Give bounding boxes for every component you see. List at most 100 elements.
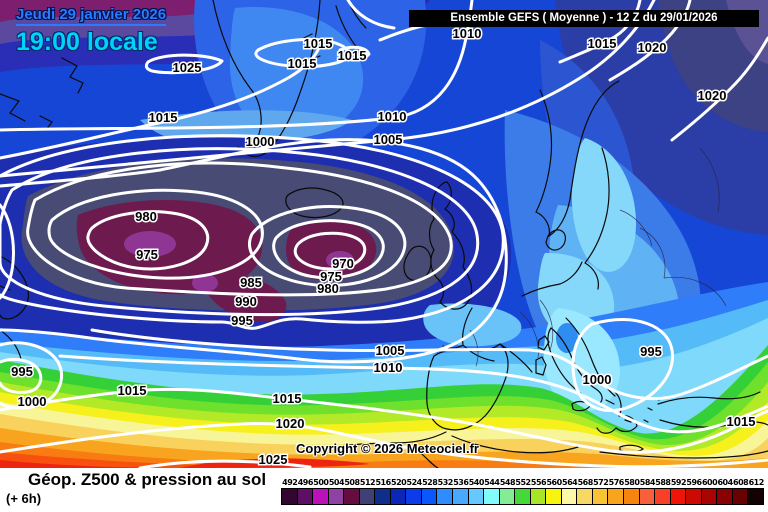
isobar-value-label: 1025: [259, 452, 288, 467]
copyright-label: Copyright © 2026 Meteociel.fr: [296, 441, 479, 456]
legend-value: 560: [546, 478, 562, 487]
legend-cell: 612: [747, 477, 765, 505]
legend-value: 500: [313, 478, 329, 487]
legend-cell: 524: [405, 477, 423, 505]
legend-value: 516: [375, 478, 391, 487]
legend-swatch: [343, 488, 360, 505]
legend-swatch: [654, 488, 671, 505]
legend-cell: 504: [327, 477, 345, 505]
legend-swatch: [607, 488, 625, 505]
isobar-value-label: 995: [231, 313, 253, 328]
isobar-value-label: 1010: [378, 109, 407, 124]
legend-swatch: [498, 488, 516, 505]
legend-swatch: [716, 488, 733, 505]
legend-cell: 496: [296, 477, 314, 505]
legend-swatch: [638, 488, 656, 505]
legend-swatch: [467, 488, 485, 505]
weather-map: 9809759859909959709759801025101510151015…: [0, 0, 768, 468]
legend-value: 592: [670, 478, 687, 487]
legend-swatch: [436, 488, 454, 505]
legend-value: 524: [406, 478, 423, 487]
legend-value: 536: [453, 478, 469, 487]
legend-value: 520: [391, 478, 407, 487]
isobar-value-label: 1015: [338, 48, 367, 63]
legend-cell: 608: [731, 477, 749, 505]
legend-swatch: [669, 488, 687, 505]
legend-cell: 556: [529, 477, 547, 505]
legend-cell: 540: [467, 477, 485, 505]
legend-value: 552: [515, 478, 531, 487]
isobar-value-label: 1015: [588, 36, 617, 51]
isobar-value-label: 1000: [246, 134, 275, 149]
isobar-value-label: 1005: [374, 132, 403, 147]
isobar-labels: 9809759859909959709759801025101510151015…: [10, 25, 757, 469]
legend-value: 584: [639, 478, 656, 487]
isobar-value-label: 1010: [453, 26, 482, 41]
legend-swatch: [483, 488, 500, 505]
legend-swatch: [731, 488, 749, 505]
isobar-value-label: 1000: [18, 394, 47, 409]
isobar-value-label: 1015: [118, 383, 147, 398]
datetime-block: Jeudi 29 janvier 2026 19:00 locale: [16, 6, 167, 57]
forecast-step: (+ 6h): [6, 491, 42, 506]
legend-swatch: [560, 488, 578, 505]
isobar-value-label: 970: [332, 256, 354, 271]
isobar-value-label: 1015: [288, 56, 317, 71]
isobar-value-label: 1015: [273, 391, 302, 406]
legend-value: 512: [359, 478, 376, 487]
legend-value: 556: [530, 478, 547, 487]
legend-cell: 580: [623, 477, 640, 505]
legend-colorbar: 492 496 500 504 508 512 516 520 524 528 532 536 540 5…: [281, 477, 765, 505]
legend-value: 540: [468, 478, 485, 487]
legend-cell: 564: [560, 477, 578, 505]
legend-value: 496: [297, 478, 314, 487]
border-lines: [469, 147, 727, 367]
isobar-value-label: 975: [136, 247, 158, 262]
isobar-value-label: 990: [235, 294, 257, 309]
legend-value: 612: [748, 478, 765, 487]
isobar-value-label: 1010: [374, 360, 403, 375]
legend-cell: 596: [685, 477, 702, 505]
isobar-value-label: 980: [317, 281, 339, 296]
legend-swatch: [420, 488, 438, 505]
legend-cell: 528: [420, 477, 438, 505]
legend-value: 600: [701, 478, 718, 487]
isobar-value-label: 985: [240, 275, 262, 290]
legend-cell: 532: [436, 477, 454, 505]
legend-swatch: [700, 488, 718, 505]
legend-swatch: [296, 488, 314, 505]
legend-value: 576: [608, 478, 625, 487]
footer-strip: Géop. Z500 & pression au sol (+ 6h) 492 4…: [0, 468, 768, 512]
isobar-value-label: 995: [11, 364, 33, 379]
isobar-value-label: 1015: [727, 414, 756, 429]
legend-swatch: [312, 488, 329, 505]
legend-value: 608: [733, 478, 749, 487]
legend-value: 568: [577, 478, 594, 487]
legend-swatch: [747, 488, 764, 505]
legend-cell: 492: [281, 477, 298, 505]
legend-cell: 500: [312, 477, 329, 505]
isobar-value-label: 1015: [304, 36, 333, 51]
legend-swatch: [405, 488, 422, 505]
legend-cell: 576: [607, 477, 625, 505]
legend-swatch: [545, 488, 562, 505]
isobar-value-label: 1000: [583, 372, 612, 387]
geopotential-field: [0, 0, 768, 468]
legend-cell: 512: [358, 477, 376, 505]
legend-swatch: [374, 488, 391, 505]
legend-cell: 508: [343, 477, 360, 505]
isobar-value-label: 1015: [149, 110, 178, 125]
legend-value: 572: [593, 478, 609, 487]
isobar-value-label: 975: [320, 269, 342, 284]
legend-swatch: [514, 488, 531, 505]
legend-cell: 604: [716, 477, 733, 505]
legend-value: 564: [562, 478, 578, 487]
legend-value: 528: [422, 478, 438, 487]
date-label: Jeudi 29 janvier 2026: [16, 6, 167, 26]
isobar-value-label: 995: [640, 344, 662, 359]
legend-cell: 584: [638, 477, 656, 505]
legend-cell: 568: [576, 477, 594, 505]
legend-swatch: [623, 488, 640, 505]
model-header-bar: Ensemble GEFS ( Moyenne ) - 12 Z du 29/0…: [409, 10, 759, 27]
